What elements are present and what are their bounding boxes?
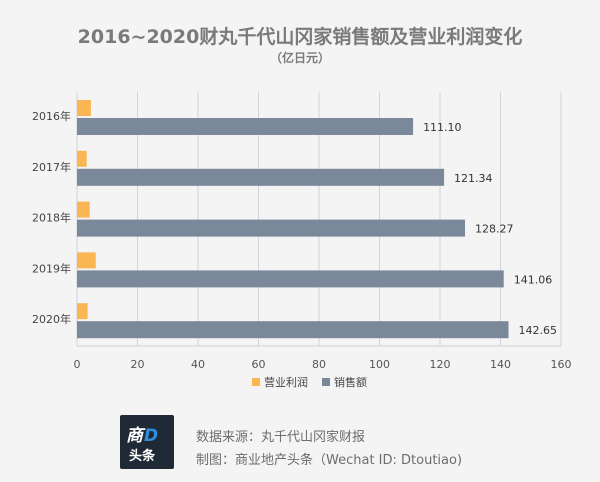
chart-title: 2016~2020财丸千代山冈家销售额及营业利润变化: [77, 26, 523, 48]
chart-subtitle: （亿日元）: [269, 51, 330, 65]
footer: 商D 头条 数据来源：丸千代山冈家财报 制图：商业地产头条（Wechat ID:…: [0, 409, 600, 482]
logo-text-bottom: 头条: [129, 449, 156, 464]
bar-sales: [77, 219, 466, 237]
legend-swatch: [322, 378, 330, 386]
x-tick-label: 60: [252, 358, 266, 371]
bar-chart: 0 20 40 60 80 100 120 140 160 111.10 2016年 121.34 20…: [32, 92, 572, 389]
data-source-text: 数据来源：丸千代山冈家财报: [196, 430, 366, 445]
data-label: 128.27: [475, 223, 513, 236]
brand-logo: 商D 头条: [120, 415, 174, 469]
data-label: 142.65: [519, 324, 558, 337]
x-tick-label: 0: [74, 358, 81, 371]
x-tick-label: 100: [369, 358, 390, 371]
y-category-label: 2019年: [32, 261, 71, 275]
y-category-label: 2018年: [32, 211, 71, 225]
data-label: 121.34: [454, 172, 493, 185]
bar-sales: [77, 321, 509, 339]
bar-operating-profit: [77, 150, 87, 167]
bar-operating-profit: [77, 303, 88, 320]
logo-text-top: 商: [126, 426, 144, 446]
bar-operating-profit: [77, 201, 90, 218]
y-category-label: 2020年: [32, 312, 71, 326]
bar-sales: [77, 168, 445, 186]
bar-sales: [77, 270, 504, 288]
x-tick-label: 160: [551, 358, 572, 371]
logo-text-accent: D: [144, 426, 160, 446]
bar-sales: [77, 118, 414, 135]
legend-label: 营业利润: [264, 375, 308, 389]
x-tick-label: 40: [191, 358, 205, 371]
bar-operating-profit: [77, 252, 96, 269]
x-tick-label: 140: [490, 358, 511, 371]
legend-swatch: [252, 378, 260, 386]
x-tick-label: 80: [312, 358, 326, 371]
x-tick-label: 20: [131, 358, 145, 371]
y-category-label: 2017年: [32, 160, 71, 174]
chart-maker-text: 制图：商业地产头条（Wechat ID: Dtoutiao): [196, 453, 463, 468]
legend-label: 销售额: [334, 375, 367, 389]
x-tick-label: 120: [430, 358, 451, 371]
data-label: 141.06: [514, 273, 553, 286]
bar-operating-profit: [77, 100, 91, 116]
data-label: 111.10: [423, 121, 462, 134]
y-category-label: 2016年: [32, 109, 71, 123]
